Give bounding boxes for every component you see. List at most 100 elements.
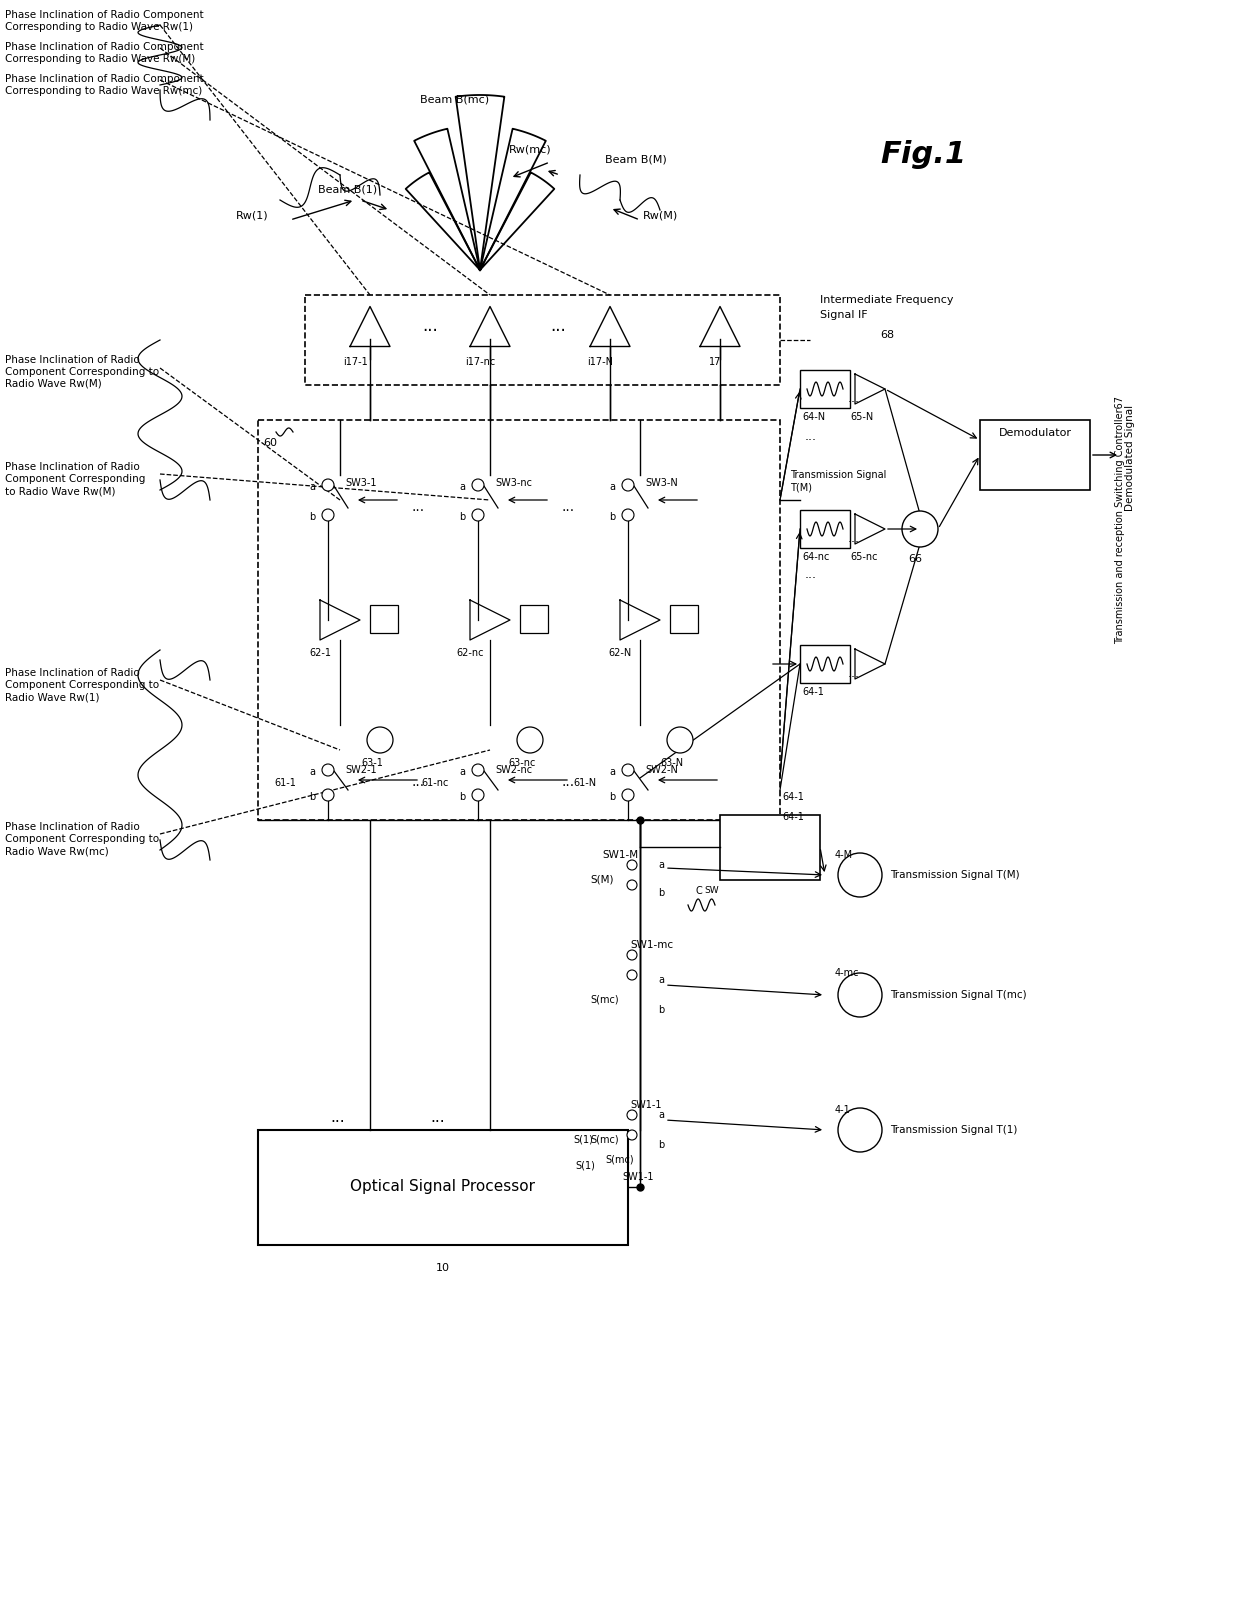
Text: SW3-N: SW3-N (645, 477, 678, 489)
Text: Phase Inclination of Radio: Phase Inclination of Radio (5, 668, 140, 677)
Bar (670, 605, 698, 632)
Text: Radio Wave Rw(mc): Radio Wave Rw(mc) (5, 845, 109, 857)
Text: i17-1: i17-1 (342, 356, 367, 368)
Text: 4-M: 4-M (835, 850, 853, 860)
Text: a: a (459, 482, 465, 492)
Text: SW1-mc: SW1-mc (630, 940, 673, 950)
Bar (258, 419, 780, 819)
Text: SW2-nc: SW2-nc (495, 765, 532, 774)
Circle shape (838, 1108, 882, 1152)
Text: 62-nc: 62-nc (456, 648, 484, 658)
Text: SW3-1: SW3-1 (345, 477, 377, 489)
Text: SW2-1: SW2-1 (345, 765, 377, 774)
Circle shape (322, 510, 334, 521)
Text: Radio Wave Rw(M): Radio Wave Rw(M) (5, 379, 102, 389)
Text: Phase Inclination of Radio: Phase Inclination of Radio (5, 823, 140, 832)
Text: b: b (609, 511, 615, 523)
Text: Phase Inclination of Radio Component: Phase Inclination of Radio Component (5, 74, 203, 84)
Text: 61-N: 61-N (573, 777, 596, 789)
Text: b: b (309, 511, 315, 523)
Text: b: b (609, 792, 615, 802)
Bar (720, 815, 820, 881)
Circle shape (838, 973, 882, 1018)
Text: Phase Inclination of Radio: Phase Inclination of Radio (5, 355, 140, 365)
Bar (800, 510, 849, 548)
Text: SW1-M: SW1-M (601, 850, 639, 860)
Circle shape (472, 789, 484, 802)
Text: SW: SW (704, 886, 719, 895)
Text: 62-1: 62-1 (309, 648, 331, 658)
Text: Transmission Signal T(1): Transmission Signal T(1) (890, 1124, 1017, 1136)
Text: a: a (609, 768, 615, 777)
Text: a: a (309, 482, 315, 492)
Text: Intermediate Frequency: Intermediate Frequency (820, 295, 954, 305)
Circle shape (322, 765, 334, 776)
Circle shape (622, 765, 634, 776)
Text: 63-N: 63-N (661, 758, 683, 768)
Text: Corresponding to Radio Wave Rw(1): Corresponding to Radio Wave Rw(1) (5, 23, 193, 32)
Text: Component Corresponding: Component Corresponding (5, 474, 145, 484)
Circle shape (627, 881, 637, 890)
Text: Corresponding to Radio Wave Rw(M): Corresponding to Radio Wave Rw(M) (5, 53, 195, 65)
Circle shape (622, 510, 634, 521)
Text: S(M): S(M) (590, 874, 614, 886)
Text: Transmission Signal T(mc): Transmission Signal T(mc) (890, 990, 1027, 1000)
Text: ...: ... (330, 1110, 345, 1124)
Text: ...: ... (805, 568, 817, 581)
Circle shape (517, 727, 543, 753)
Text: a: a (658, 1110, 663, 1119)
Text: 61-1: 61-1 (274, 777, 296, 789)
Text: T(M): T(M) (790, 482, 812, 492)
Text: S(mc): S(mc) (590, 995, 619, 1005)
Circle shape (627, 1131, 637, 1140)
Text: S(mc): S(mc) (590, 1136, 619, 1145)
Text: Beam B(1): Beam B(1) (317, 185, 377, 195)
Text: to Radio Wave Rw(M): to Radio Wave Rw(M) (5, 486, 115, 497)
Text: 4-1: 4-1 (835, 1105, 851, 1115)
Circle shape (472, 479, 484, 490)
Text: Phase Inclination of Radio Component: Phase Inclination of Radio Component (5, 10, 203, 19)
Circle shape (472, 765, 484, 776)
Text: 64-nc: 64-nc (802, 552, 830, 561)
Text: C: C (694, 886, 702, 895)
Text: b: b (309, 792, 315, 802)
Text: a: a (459, 768, 465, 777)
Text: Fig.1: Fig.1 (880, 140, 966, 169)
Bar (980, 419, 1090, 490)
Text: b: b (658, 889, 665, 898)
Text: 64-1: 64-1 (782, 811, 804, 823)
Text: ...: ... (430, 1110, 445, 1124)
Circle shape (322, 479, 334, 490)
Text: 68: 68 (880, 331, 894, 340)
Circle shape (901, 511, 937, 547)
Text: S(1): S(1) (573, 1136, 593, 1145)
Text: 64-N: 64-N (802, 411, 825, 423)
Text: S(1): S(1) (575, 1160, 595, 1169)
Text: SW2-N: SW2-N (645, 765, 678, 774)
Text: a: a (309, 768, 315, 777)
Text: Beam B(M): Beam B(M) (605, 155, 667, 165)
Bar (520, 605, 548, 632)
Text: Component Corresponding to: Component Corresponding to (5, 368, 159, 377)
Text: ...: ... (805, 431, 817, 444)
Text: ...: ... (551, 318, 565, 336)
Text: 60: 60 (263, 439, 277, 448)
Text: 64-1: 64-1 (782, 792, 804, 802)
Text: a: a (609, 482, 615, 492)
Bar (305, 295, 780, 386)
Text: Transmission Signal: Transmission Signal (790, 469, 887, 481)
Text: SW3-nc: SW3-nc (495, 477, 532, 489)
Text: S(mc): S(mc) (605, 1155, 634, 1165)
Circle shape (367, 727, 393, 753)
Circle shape (667, 727, 693, 753)
Text: SW1-1: SW1-1 (630, 1100, 661, 1110)
Text: Signal IF: Signal IF (820, 310, 868, 319)
Text: Demodulator: Demodulator (998, 427, 1071, 439)
Text: ...: ... (412, 500, 424, 515)
Circle shape (472, 510, 484, 521)
Text: ...: ... (562, 500, 574, 515)
Text: 63-nc: 63-nc (508, 758, 536, 768)
Text: 66: 66 (908, 553, 923, 565)
Circle shape (627, 969, 637, 981)
Bar (370, 605, 398, 632)
